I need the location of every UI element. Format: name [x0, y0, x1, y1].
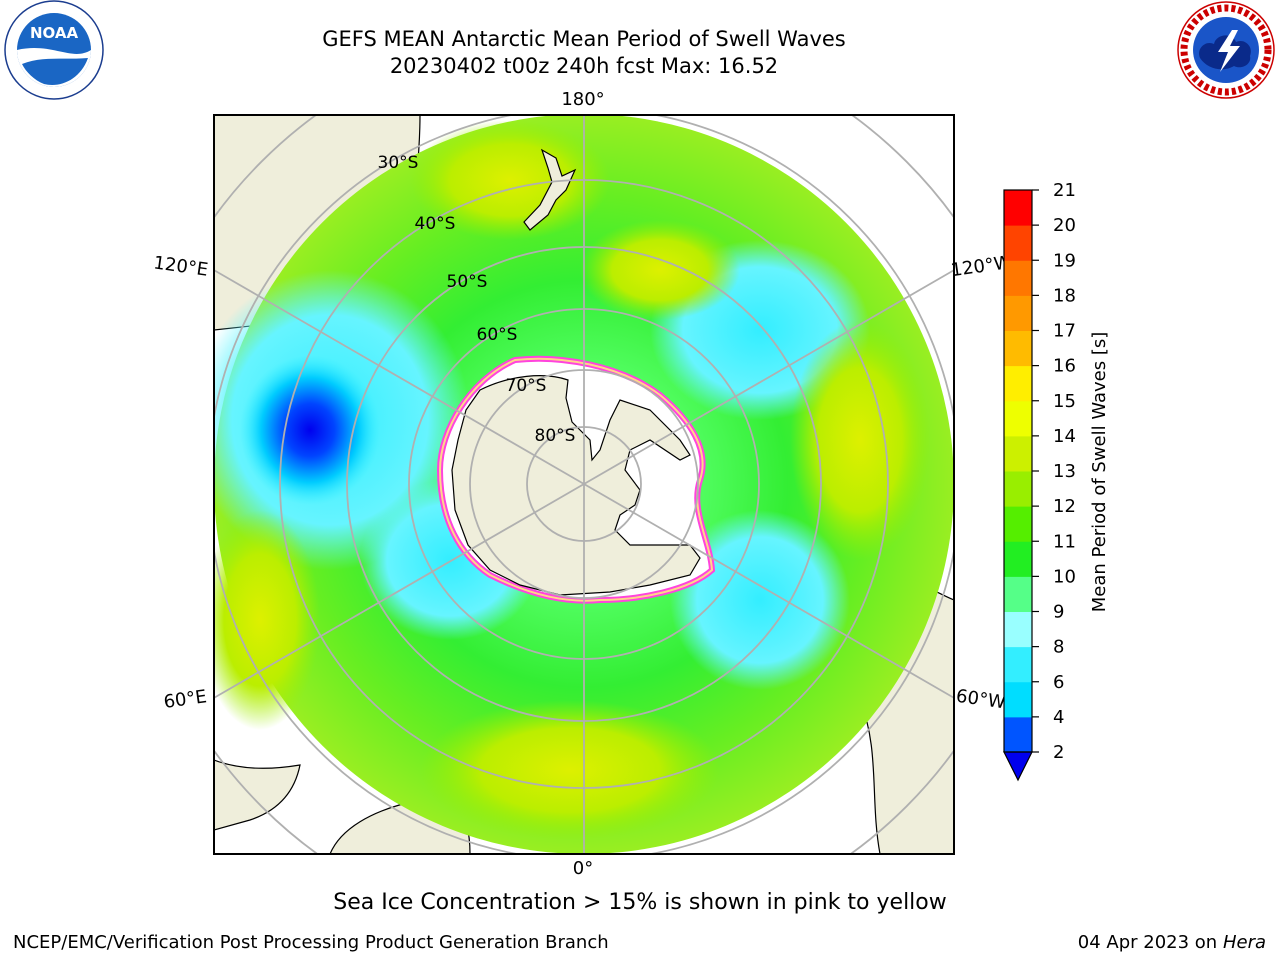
- colorbar-segment: [1004, 576, 1032, 612]
- colorbar-tick-label: 19: [1053, 250, 1076, 271]
- colorbar-tick-label: 21: [1053, 180, 1076, 201]
- colorbar-tick-label: 10: [1053, 566, 1076, 587]
- colorbar-tick-label: 6: [1053, 672, 1064, 693]
- parallel-label-50s: 50°S: [447, 272, 488, 292]
- colorbar-tick-label: 13: [1053, 461, 1076, 482]
- colorbar-tick-label: 4: [1053, 707, 1064, 728]
- colorbar-extend-arrow: [1003, 751, 1033, 782]
- colorbar-segment: [1004, 400, 1032, 437]
- footer-right: 04 Apr 2023 on Hera: [1078, 932, 1266, 953]
- colorbar-segment: [1004, 681, 1032, 718]
- chart-subtitle: 20230402 t00z 240h fcst Max: 16.52: [389, 54, 779, 78]
- caption: Sea Ice Concentration > 15% is shown in …: [333, 890, 947, 915]
- parallel-label-30s: 30°S: [378, 153, 419, 173]
- meridian-label-180: 180°: [561, 89, 604, 110]
- colorbar-tick-label: 9: [1053, 602, 1064, 623]
- parallel-label-60s: 60°S: [477, 325, 518, 345]
- parallel-label-80s: 80°S: [535, 426, 576, 446]
- colorbar-label: Mean Period of Swell Waves [s]: [1089, 332, 1110, 613]
- meridian-label-0: 0°: [573, 858, 593, 879]
- colorbar-segment: [1004, 435, 1032, 472]
- noaa-logo: NOAA: [4, 0, 104, 100]
- colorbar-tick-label: 12: [1053, 496, 1076, 517]
- footer-date: 04 Apr 2023 on: [1077, 932, 1223, 953]
- nws-logo: [1177, 1, 1275, 99]
- colorbar-tick-label: 17: [1053, 321, 1076, 342]
- colorbar-segment: [1004, 295, 1032, 331]
- colorbar-segment: [1004, 541, 1032, 577]
- noaa-wordmark: NOAA: [30, 24, 79, 42]
- colorbar-tick-label: 11: [1053, 531, 1076, 552]
- footer-left: NCEP/EMC/Verification Post Processing Pr…: [13, 932, 609, 953]
- colorbar-tick-label: 14: [1053, 426, 1076, 447]
- chart-title: GEFS MEAN Antarctic Mean Period of Swell…: [322, 27, 846, 51]
- graticule: [214, 115, 954, 854]
- colorbar-segment: [1004, 471, 1032, 507]
- colorbar-segment: [1004, 611, 1032, 648]
- colorbar-segment: [1004, 646, 1032, 683]
- map-frame: [213, 114, 955, 855]
- colorbar-segment: [1004, 225, 1032, 261]
- colorbar-tick-label: 15: [1053, 391, 1076, 412]
- colorbar-tick-label: 18: [1053, 285, 1076, 306]
- colorbar-segment: [1004, 365, 1032, 402]
- colorbar-tick-label: 16: [1053, 356, 1076, 377]
- colorbar-tick-label: 8: [1053, 637, 1064, 658]
- colorbar-segment: [1004, 506, 1032, 542]
- meridian-label-60e: 60°E: [162, 686, 208, 713]
- parallel-label-70s: 70°S: [506, 376, 547, 396]
- meridian-label-120e: 120°E: [152, 252, 209, 280]
- colorbar-segment: [1004, 330, 1032, 367]
- colorbar-tick-label: 2: [1053, 742, 1064, 763]
- footer-machine: Hera: [1222, 932, 1266, 953]
- colorbar-tick-label: 20: [1053, 215, 1076, 236]
- colorbar-segment: [1004, 190, 1032, 226]
- parallel-label-40s: 40°S: [415, 214, 456, 234]
- colorbar-segment: [1004, 260, 1032, 296]
- meridian-label-60w: 60°W: [955, 686, 1007, 714]
- colorbar: 2 4 6 8 9 10 11 12 13 14 15 16 17 18 19 20 21: [1003, 180, 1076, 782]
- colorbar-segment: [1004, 716, 1032, 753]
